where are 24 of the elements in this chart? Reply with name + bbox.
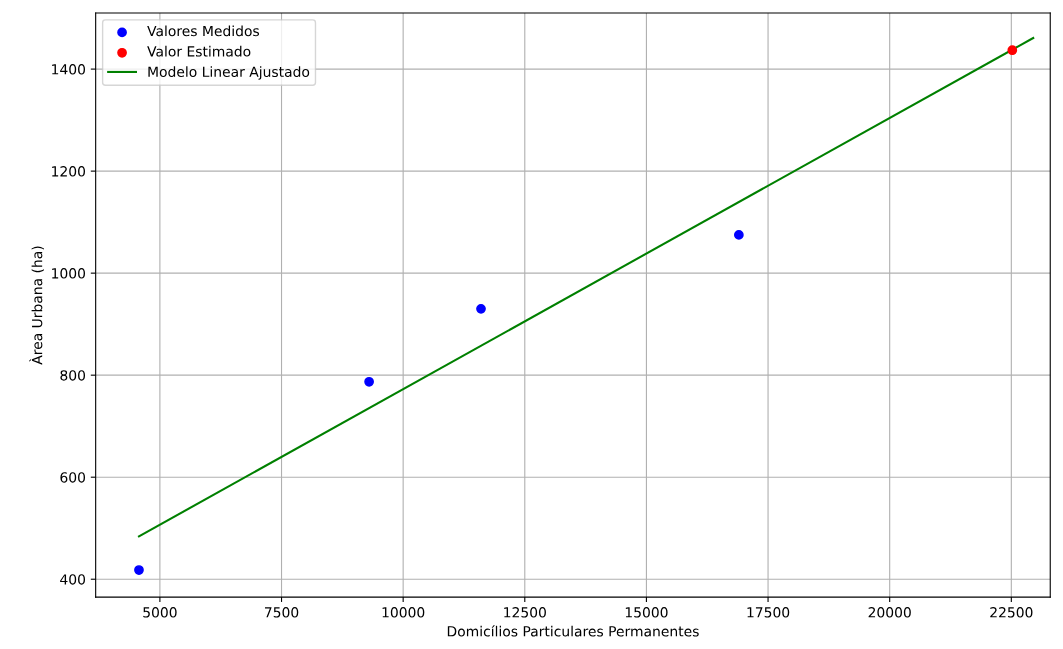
x-tick-label: 7500: [264, 607, 299, 618]
point: [476, 303, 486, 314]
x-tick-label: 22500: [990, 607, 1033, 618]
y-tick-label: 400: [60, 574, 86, 585]
point: [364, 376, 374, 387]
x-tick-label: 10000: [382, 607, 425, 618]
y-axis-title: Àrea Urbana (ha): [29, 246, 44, 365]
y-tick-label: 1200: [52, 166, 86, 177]
point: [134, 565, 144, 575]
x-axis-title: Domicílios Particulares Permanentes: [447, 625, 699, 637]
legend-label: Valores Medidos: [147, 25, 260, 37]
x-tick-label: 12500: [504, 607, 546, 618]
y-tick-label: 1000: [52, 268, 86, 279]
y-tick-label: 800: [60, 370, 86, 381]
y-tick-label: 600: [60, 472, 86, 483]
x-tick-label: 20000: [868, 607, 911, 618]
x-tick-label: 5000: [143, 607, 177, 618]
y-tick-label: 1400: [52, 64, 86, 75]
point: [734, 230, 744, 240]
point: [1007, 45, 1018, 56]
legend-label: Modelo Linear Ajustado: [148, 66, 310, 80]
legend-label: Valor Estimado: [147, 45, 251, 57]
x-tick-label: 15000: [625, 607, 668, 618]
x-tick-label: 17500: [747, 607, 790, 618]
